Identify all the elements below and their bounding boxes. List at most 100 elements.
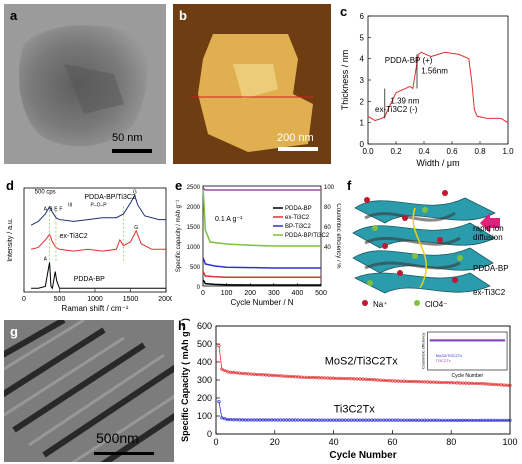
h-point (499, 418, 503, 422)
h-point (249, 372, 253, 376)
h-point (326, 376, 330, 380)
d-peak-label: F (59, 206, 62, 212)
d-xlabel: Raman shift / cm⁻¹ (62, 304, 129, 313)
height-profile-chart: 0.0 0.2 0.4 0.6 0.8 1.0 0 1 2 3 4 5 6 Width / μm Thick… (340, 12, 514, 168)
h-xtick-label: 80 (446, 437, 456, 447)
c-xtick-label: 1.0 (502, 147, 514, 156)
h-point (464, 418, 468, 422)
cycling-chart: 0 100 200 300 400 500 0 500 1000 1500 2000 2500 40 60… (176, 185, 341, 307)
rapid-ion-label-2: diffusion (473, 233, 503, 242)
h-point (370, 378, 374, 382)
d-trace-mid: ex-Ti3C2 (60, 233, 88, 240)
h-point (387, 418, 392, 422)
h-point (258, 372, 262, 377)
h-point (470, 418, 474, 422)
h-point (367, 377, 371, 382)
c-xtick-label: 0.2 (390, 147, 402, 156)
h-point (302, 375, 306, 379)
h-point (455, 418, 459, 422)
h-point (449, 381, 453, 385)
h-point (217, 344, 221, 348)
d-cps-label: 500 cps (35, 190, 56, 196)
h-point (496, 418, 500, 422)
h-inset-legend-1: MoS2/Ti3C2Tx (436, 353, 463, 358)
h-point (423, 380, 427, 384)
h-point (414, 418, 418, 422)
h-point (479, 381, 483, 386)
h-point (431, 380, 436, 384)
c-xtick-label: 0.6 (446, 147, 458, 156)
h-point (314, 418, 318, 422)
h-point (396, 418, 400, 422)
h-inset-frame (427, 331, 508, 371)
na-ion (382, 243, 388, 249)
h-point (361, 377, 365, 381)
h-point (279, 418, 283, 422)
h-point (473, 381, 477, 386)
h-point (487, 382, 492, 386)
na-ion (364, 197, 370, 203)
e-ytick-label: 500 (190, 265, 201, 271)
h-point (437, 418, 442, 422)
h-point (381, 418, 386, 422)
e-legend-label: BP-Ti3C2 (285, 224, 311, 230)
h-point (411, 379, 415, 384)
h-point (440, 380, 444, 385)
panel-f-label: f (347, 178, 352, 193)
e-series-line (202, 257, 321, 269)
h-point (352, 377, 356, 381)
h-point (332, 376, 336, 380)
clo4-ion (367, 280, 373, 286)
e-ytick-label: 2000 (187, 205, 201, 211)
panel-b-scale-label: 200 nm (277, 132, 314, 144)
h-series-upper-label: MoS2/Ti3C2Tx (325, 356, 398, 368)
h-point (508, 418, 512, 422)
h-point (302, 418, 306, 422)
e-y2label: Coulombic efficiency / % (335, 203, 341, 269)
panel-a-label: a (10, 8, 18, 23)
h-point (290, 418, 295, 422)
h-xtick-label: 20 (270, 437, 280, 447)
h-point (217, 399, 221, 404)
h-point (287, 418, 292, 422)
d-trace-top: PDDA-BP/Ti3C2 (84, 194, 136, 201)
e-y2tick-label: 40 (324, 245, 331, 251)
h-point (414, 380, 418, 384)
clo4-ion (372, 225, 378, 231)
d-xtick-label: 1500 (123, 296, 139, 303)
h-point (223, 368, 227, 373)
h-point (481, 382, 486, 386)
h-point (405, 418, 409, 422)
h-point (237, 418, 242, 422)
panel-a-tem-image: a 50 nm (4, 4, 166, 164)
h-point (443, 380, 447, 385)
h-point (402, 379, 406, 383)
h-point (431, 418, 436, 422)
pdda-bp-label: PDDA-BP (473, 264, 509, 273)
panel-g-scale-label: 500nm (96, 430, 139, 446)
h-xtick-label: 0 (213, 437, 218, 447)
h-point (240, 418, 245, 422)
e-legend-label: PDDA-BP (285, 206, 312, 212)
c-legend-lower: ex-Ti3C2 (-) (375, 105, 418, 114)
h-point (437, 380, 442, 384)
e-y2tick-label: 60 (324, 225, 331, 231)
h-point (481, 418, 486, 422)
na-legend-icon (362, 300, 368, 306)
h-point (337, 418, 342, 422)
h-point (243, 418, 247, 422)
h-point (296, 375, 300, 379)
panel-g-sem-image: g 500nm (4, 320, 174, 462)
h-point (396, 379, 400, 383)
h-point (340, 376, 345, 381)
h-series-lower-label: Ti3C2Tx (334, 403, 376, 415)
e-xtick-label: 200 (244, 290, 256, 297)
h-point (279, 374, 283, 378)
c-xtick-label: 0.8 (474, 147, 486, 156)
h-point (267, 373, 271, 377)
d-xtick-label: 500 (54, 296, 66, 303)
h-point (337, 376, 342, 380)
h-series (217, 399, 512, 422)
h-point (373, 418, 377, 422)
